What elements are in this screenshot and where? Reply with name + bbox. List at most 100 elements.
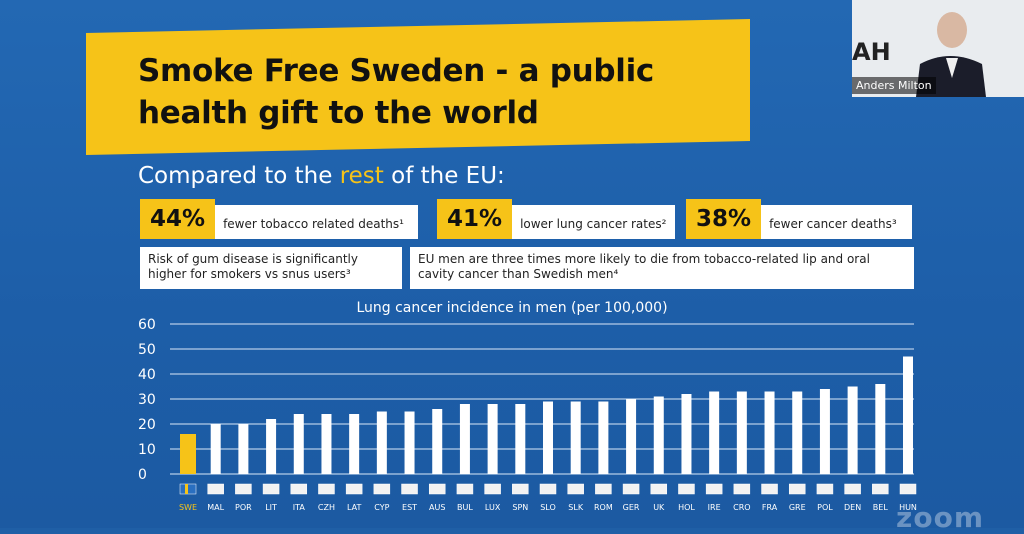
flag-icon [899, 483, 917, 495]
flag-icon [484, 483, 501, 495]
stat-label: fewer cancer deaths³ [769, 217, 897, 231]
bar-bul [459, 404, 470, 474]
x-tick-label: MAL [207, 503, 224, 512]
flag-icon-cross [185, 484, 188, 494]
bar-lat [349, 414, 360, 474]
y-tick-label: 0 [138, 467, 147, 483]
bar-aus [432, 409, 443, 474]
x-tick-label: CRO [733, 503, 750, 512]
flag-icon [622, 483, 640, 495]
bar-slk [570, 401, 581, 474]
flag-icon [373, 483, 391, 495]
x-tick-label: CYP [374, 503, 389, 512]
y-tick-label: 20 [138, 417, 156, 433]
flag-icon [567, 483, 584, 495]
x-tick-label: POR [235, 503, 252, 512]
stat-label: fewer tobacco related deaths¹ [223, 217, 404, 231]
flag-icon [650, 483, 668, 495]
x-tick-label: SWE [179, 503, 197, 512]
flag-icon [235, 483, 252, 495]
stat-value: 41% [437, 199, 513, 239]
flag-icon [678, 483, 695, 495]
x-tick-label: BUL [457, 503, 473, 512]
speaker-logo: AH [852, 38, 891, 66]
bar-ita [293, 414, 304, 474]
flag-icon [345, 483, 363, 495]
bar-slo [543, 401, 553, 474]
bar-por [238, 424, 249, 474]
slide-title: Smoke Free Sweden - a public health gift… [138, 53, 654, 131]
x-tick-label: EST [402, 503, 417, 512]
flag-icon [844, 483, 861, 495]
flag-icon [318, 483, 335, 495]
x-tick-label: LUX [485, 503, 501, 512]
stat-box: 41% lower lung cancer rates² [437, 199, 675, 239]
y-tick-label: 50 [138, 342, 156, 358]
flag-icon [539, 483, 557, 495]
bar-mal [210, 424, 221, 474]
x-tick-label: UK [653, 503, 665, 512]
bar-hun [903, 356, 913, 474]
bar-hol [681, 394, 692, 474]
flag-icon [595, 483, 612, 495]
flag-icon [290, 483, 308, 495]
stat-box: 44% fewer tobacco related deaths¹ [140, 199, 418, 239]
x-tick-label: BEL [873, 503, 889, 512]
flag-icon [872, 483, 889, 495]
bar-rom [598, 401, 609, 474]
bar-cyp [376, 411, 387, 474]
x-tick-label: HOL [678, 503, 695, 512]
stat-label: lower lung cancer rates² [520, 217, 667, 231]
x-tick-label: FRA [762, 503, 778, 512]
flag-icon [788, 483, 806, 495]
y-tick-label: 40 [138, 367, 156, 383]
bar-gre [792, 391, 803, 474]
bar-cro [736, 391, 747, 474]
bar-lit [266, 419, 277, 474]
bar-swe [180, 434, 196, 474]
flag-icon [262, 483, 280, 495]
bar-ire [709, 391, 720, 474]
x-tick-label: CZH [318, 503, 335, 512]
chart-title: Lung cancer incidence in men (per 100,00… [356, 300, 668, 316]
flag-icon [733, 483, 751, 495]
subtitle-suffix: of the EU: [383, 163, 505, 189]
subtitle-highlight: rest [339, 163, 384, 189]
x-tick-label: GRE [789, 503, 806, 512]
flag-icon [207, 483, 224, 495]
x-tick-label: SLK [568, 503, 584, 512]
x-tick-label: HUN [899, 503, 917, 512]
x-tick-label: ROM [594, 503, 613, 512]
note-box: EU men are three times more likely to di… [410, 247, 914, 289]
x-tick-label: POL [817, 503, 833, 512]
stat-box: 38% fewer cancer deaths³ [686, 199, 912, 239]
speaker-video-tile[interactable]: AH Anders Milton [852, 0, 1024, 97]
x-tick-label: DEN [844, 503, 861, 512]
x-tick-label: IRE [708, 503, 721, 512]
x-tick-label: ITA [293, 503, 306, 512]
flag-icon [816, 483, 834, 495]
subtitle: Compared to the rest of the EU: [138, 163, 505, 189]
bar-czh [321, 414, 332, 474]
flag-icon [401, 483, 418, 495]
x-tick-label: SPN [512, 503, 528, 512]
x-tick-label: LAT [347, 503, 361, 512]
bar-est [404, 411, 415, 474]
flag-icon [456, 483, 474, 495]
bar-uk [653, 396, 664, 474]
speaker-name-label: Anders Milton [852, 77, 936, 94]
bar-pol [819, 389, 830, 474]
flag-icon [512, 483, 529, 495]
note-box: Risk of gum disease is significantly hig… [140, 247, 402, 289]
x-tick-label: LIT [265, 503, 277, 512]
x-tick-label: SLO [540, 503, 556, 512]
bar-fra [764, 391, 775, 474]
flag-icon [428, 483, 446, 495]
flag-icon [705, 483, 723, 495]
y-tick-label: 10 [138, 442, 156, 458]
bar-lux [487, 404, 498, 474]
bar-spn [515, 404, 526, 474]
zoom-watermark: zoom [896, 501, 984, 534]
stat-value: 38% [686, 199, 762, 239]
